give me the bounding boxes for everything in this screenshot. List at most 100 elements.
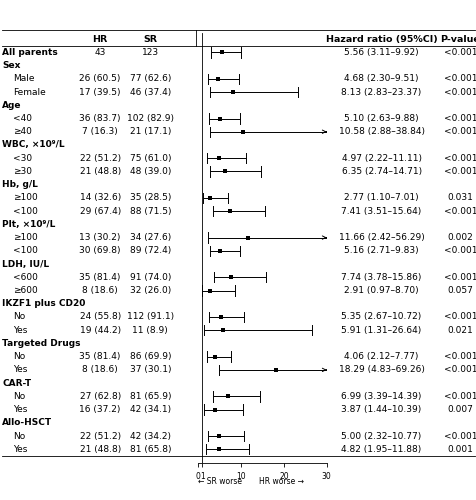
Text: Male: Male <box>13 74 34 84</box>
Text: IKZF1 plus CD20: IKZF1 plus CD20 <box>2 299 86 308</box>
Text: ≥100: ≥100 <box>13 194 38 202</box>
Text: 35 (81.4): 35 (81.4) <box>79 273 120 282</box>
Text: 5.00 (2.32–10.77): 5.00 (2.32–10.77) <box>341 432 421 440</box>
Text: 77 (62.6): 77 (62.6) <box>129 74 170 84</box>
Text: <0.001: <0.001 <box>443 167 476 176</box>
Text: 34 (27.6): 34 (27.6) <box>129 233 170 242</box>
Text: 81 (65.9): 81 (65.9) <box>129 392 171 401</box>
Text: All parents: All parents <box>2 48 58 57</box>
Text: 48 (39.0): 48 (39.0) <box>129 167 170 176</box>
Text: No: No <box>13 312 25 322</box>
Text: <0.001: <0.001 <box>443 312 476 322</box>
Text: Allo-HSCT: Allo-HSCT <box>2 418 52 428</box>
Text: 4.97 (2.22–11.11): 4.97 (2.22–11.11) <box>341 154 421 162</box>
Text: 0.021: 0.021 <box>446 326 472 334</box>
Text: <0.001: <0.001 <box>443 74 476 84</box>
Text: <0.001: <0.001 <box>443 273 476 282</box>
Text: <0.001: <0.001 <box>443 127 476 136</box>
Text: <30: <30 <box>13 154 32 162</box>
Text: 21 (48.8): 21 (48.8) <box>79 445 120 454</box>
Text: 24 (55.8): 24 (55.8) <box>79 312 120 322</box>
Text: 30 (69.8): 30 (69.8) <box>79 246 121 256</box>
Text: 37 (30.1): 37 (30.1) <box>129 366 171 374</box>
Text: <0.001: <0.001 <box>443 154 476 162</box>
Text: 6.99 (3.39–14.39): 6.99 (3.39–14.39) <box>341 392 421 401</box>
Text: <100: <100 <box>13 246 38 256</box>
Text: Targeted Drugs: Targeted Drugs <box>2 339 81 348</box>
Text: 42 (34.1): 42 (34.1) <box>129 405 170 414</box>
Text: LDH, IU/L: LDH, IU/L <box>2 260 50 268</box>
Text: 102 (82.9): 102 (82.9) <box>127 114 173 123</box>
Text: 88 (71.5): 88 (71.5) <box>129 206 171 216</box>
Text: 75 (61.0): 75 (61.0) <box>129 154 171 162</box>
Text: 13 (30.2): 13 (30.2) <box>79 233 120 242</box>
Text: 0.001: 0.001 <box>446 445 472 454</box>
Text: 29 (67.4): 29 (67.4) <box>79 206 120 216</box>
Text: <600: <600 <box>13 273 38 282</box>
Text: 22 (51.2): 22 (51.2) <box>79 432 120 440</box>
Text: 89 (72.4): 89 (72.4) <box>129 246 170 256</box>
Text: 43: 43 <box>94 48 106 57</box>
Text: <100: <100 <box>13 206 38 216</box>
Text: 123: 123 <box>141 48 159 57</box>
Text: 16 (37.2): 16 (37.2) <box>79 405 120 414</box>
Text: Female: Female <box>13 88 46 96</box>
Text: 18.29 (4.83–69.26): 18.29 (4.83–69.26) <box>338 366 424 374</box>
Text: Hazard ratio (95%CI): Hazard ratio (95%CI) <box>325 34 436 43</box>
Text: 2.77 (1.10–7.01): 2.77 (1.10–7.01) <box>344 194 418 202</box>
Text: Age: Age <box>2 101 22 110</box>
Text: 36 (83.7): 36 (83.7) <box>79 114 121 123</box>
Text: 0.057: 0.057 <box>446 286 472 295</box>
Text: 21 (17.1): 21 (17.1) <box>129 127 170 136</box>
Text: <0.001: <0.001 <box>443 366 476 374</box>
Text: Yes: Yes <box>13 366 27 374</box>
Text: <0.001: <0.001 <box>443 206 476 216</box>
Text: 7 (16.3): 7 (16.3) <box>82 127 118 136</box>
Text: 4.68 (2.30–9.51): 4.68 (2.30–9.51) <box>344 74 418 84</box>
Text: 5.56 (3.11–9.92): 5.56 (3.11–9.92) <box>344 48 418 57</box>
Text: 21 (48.8): 21 (48.8) <box>79 167 120 176</box>
Text: 5.16 (2.71–9.83): 5.16 (2.71–9.83) <box>344 246 418 256</box>
Text: Hb, g/L: Hb, g/L <box>2 180 38 189</box>
Text: 10.58 (2.88–38.84): 10.58 (2.88–38.84) <box>338 127 424 136</box>
Text: <0.001: <0.001 <box>443 352 476 361</box>
Text: 46 (37.4): 46 (37.4) <box>129 88 170 96</box>
Text: <0.001: <0.001 <box>443 392 476 401</box>
Text: SR: SR <box>143 34 157 43</box>
Text: No: No <box>13 352 25 361</box>
Text: CAR-T: CAR-T <box>2 378 31 388</box>
Text: 7.74 (3.78–15.86): 7.74 (3.78–15.86) <box>341 273 421 282</box>
Text: 0.002: 0.002 <box>446 233 472 242</box>
Text: Sex: Sex <box>2 61 21 70</box>
Text: No: No <box>13 392 25 401</box>
Text: 11 (8.9): 11 (8.9) <box>132 326 168 334</box>
Text: 8.13 (2.83–23.37): 8.13 (2.83–23.37) <box>341 88 421 96</box>
Text: 2.91 (0.97–8.70): 2.91 (0.97–8.70) <box>344 286 418 295</box>
Text: 0.007: 0.007 <box>446 405 472 414</box>
Text: HR worse →: HR worse → <box>258 477 304 486</box>
Text: ← SR worse: ← SR worse <box>198 477 241 486</box>
Text: <0.001: <0.001 <box>443 48 476 57</box>
Text: Yes: Yes <box>13 326 27 334</box>
Text: <0.001: <0.001 <box>443 246 476 256</box>
Text: <0.001: <0.001 <box>443 88 476 96</box>
Text: ≥600: ≥600 <box>13 286 38 295</box>
Text: ≥100: ≥100 <box>13 233 38 242</box>
Text: 17 (39.5): 17 (39.5) <box>79 88 121 96</box>
Text: <0.001: <0.001 <box>443 432 476 440</box>
Text: 5.35 (2.67–10.72): 5.35 (2.67–10.72) <box>341 312 421 322</box>
Text: 35 (28.5): 35 (28.5) <box>129 194 170 202</box>
Text: ≥40: ≥40 <box>13 127 32 136</box>
Text: 7.41 (3.51–15.64): 7.41 (3.51–15.64) <box>341 206 421 216</box>
Text: 14 (32.6): 14 (32.6) <box>79 194 120 202</box>
Text: 42 (34.2): 42 (34.2) <box>129 432 170 440</box>
Text: <40: <40 <box>13 114 32 123</box>
Text: ≥30: ≥30 <box>13 167 32 176</box>
Text: 8 (18.6): 8 (18.6) <box>82 366 118 374</box>
Text: WBC, ×10⁹/L: WBC, ×10⁹/L <box>2 140 65 149</box>
Text: 81 (65.8): 81 (65.8) <box>129 445 171 454</box>
Text: 6.35 (2.74–14.71): 6.35 (2.74–14.71) <box>341 167 421 176</box>
Text: 112 (91.1): 112 (91.1) <box>127 312 173 322</box>
Text: No: No <box>13 432 25 440</box>
Text: 11.66 (2.42–56.29): 11.66 (2.42–56.29) <box>338 233 424 242</box>
